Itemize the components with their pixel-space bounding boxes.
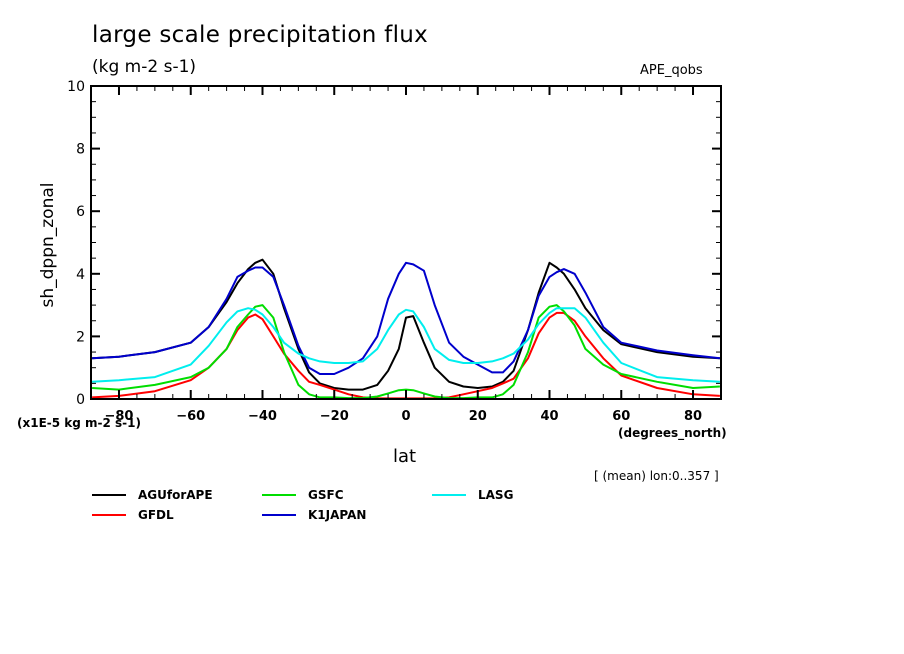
legend-swatch: [262, 494, 296, 496]
x-tick-label: 40: [540, 409, 558, 424]
series-line-k1japan: [92, 261, 721, 375]
y-scale-note: (x1E-5 kg m-2 s-1): [17, 416, 141, 430]
x-tick-label: 20: [469, 409, 487, 424]
y-tick-label: 2: [76, 329, 85, 345]
legend-swatch: [92, 494, 126, 496]
y-tick-label: 8: [76, 142, 85, 158]
x-axis-units: (degrees_north): [618, 426, 727, 440]
legend-item-gsfc: GSFC: [262, 488, 344, 502]
x-tick-label: −20: [320, 409, 349, 424]
y-tick-label: 4: [76, 267, 85, 283]
legend-item-gfdl: GFDL: [92, 508, 174, 522]
legend-item-k1japan: K1JAPAN: [262, 508, 366, 522]
legend-swatch: [262, 514, 296, 516]
legend-label: LASG: [478, 488, 514, 502]
x-tick-label: −60: [176, 409, 205, 424]
legend-label: AGUforAPE: [138, 488, 213, 502]
legend-swatch: [432, 494, 466, 496]
chart-units: (kg m-2 s-1): [92, 57, 197, 77]
series-line-gfdl: [92, 311, 720, 400]
series-line-lasg: [92, 307, 720, 383]
y-tick-label: 6: [76, 204, 85, 220]
dataset-label: APE_qobs: [640, 63, 703, 78]
legend-label: GSFC: [308, 488, 344, 502]
chart-title: large scale precipitation flux: [92, 22, 429, 48]
x-tick-label: 0: [401, 409, 410, 424]
series-line-aguforape: [92, 258, 720, 391]
y-tick-label: 10: [67, 79, 85, 95]
x-tick-label: −80: [104, 409, 133, 424]
legend-item-lasg: LASG: [432, 488, 513, 502]
y-tick-label: 0: [76, 392, 85, 408]
longitude-mean-note: [ (mean) lon:0..357 ]: [594, 469, 719, 483]
x-tick-label: 80: [684, 409, 702, 424]
legend-swatch: [92, 514, 126, 516]
legend-label: K1JAPAN: [308, 508, 367, 522]
legend-label: GFDL: [138, 508, 174, 522]
plot-frame: [90, 85, 722, 400]
x-axis-label: lat: [393, 446, 417, 467]
legend-item-aguforape: AGUforAPE: [92, 488, 213, 502]
x-tick-label: −40: [248, 409, 277, 424]
series-line-gsfc: [92, 304, 720, 400]
x-tick-label: 60: [612, 409, 630, 424]
